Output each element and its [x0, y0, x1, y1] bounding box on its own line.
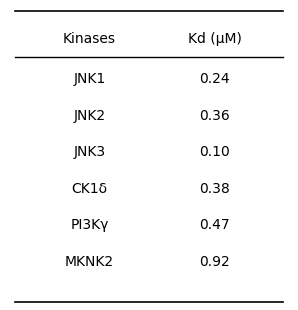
Text: JNK3: JNK3 — [73, 145, 105, 159]
Text: JNK2: JNK2 — [73, 108, 105, 123]
Text: PI3Kγ: PI3Kγ — [70, 218, 108, 232]
Text: 0.24: 0.24 — [199, 72, 230, 86]
Text: 0.38: 0.38 — [199, 182, 230, 196]
Text: 0.92: 0.92 — [199, 255, 230, 269]
Text: CK1δ: CK1δ — [71, 182, 108, 196]
Text: Kinases: Kinases — [63, 32, 116, 46]
Text: Kd (μM): Kd (μM) — [188, 32, 241, 46]
Text: MKNK2: MKNK2 — [65, 255, 114, 269]
Text: JNK1: JNK1 — [73, 72, 105, 86]
Text: 0.10: 0.10 — [199, 145, 230, 159]
Text: 0.36: 0.36 — [199, 108, 230, 123]
Text: 0.47: 0.47 — [199, 218, 230, 232]
